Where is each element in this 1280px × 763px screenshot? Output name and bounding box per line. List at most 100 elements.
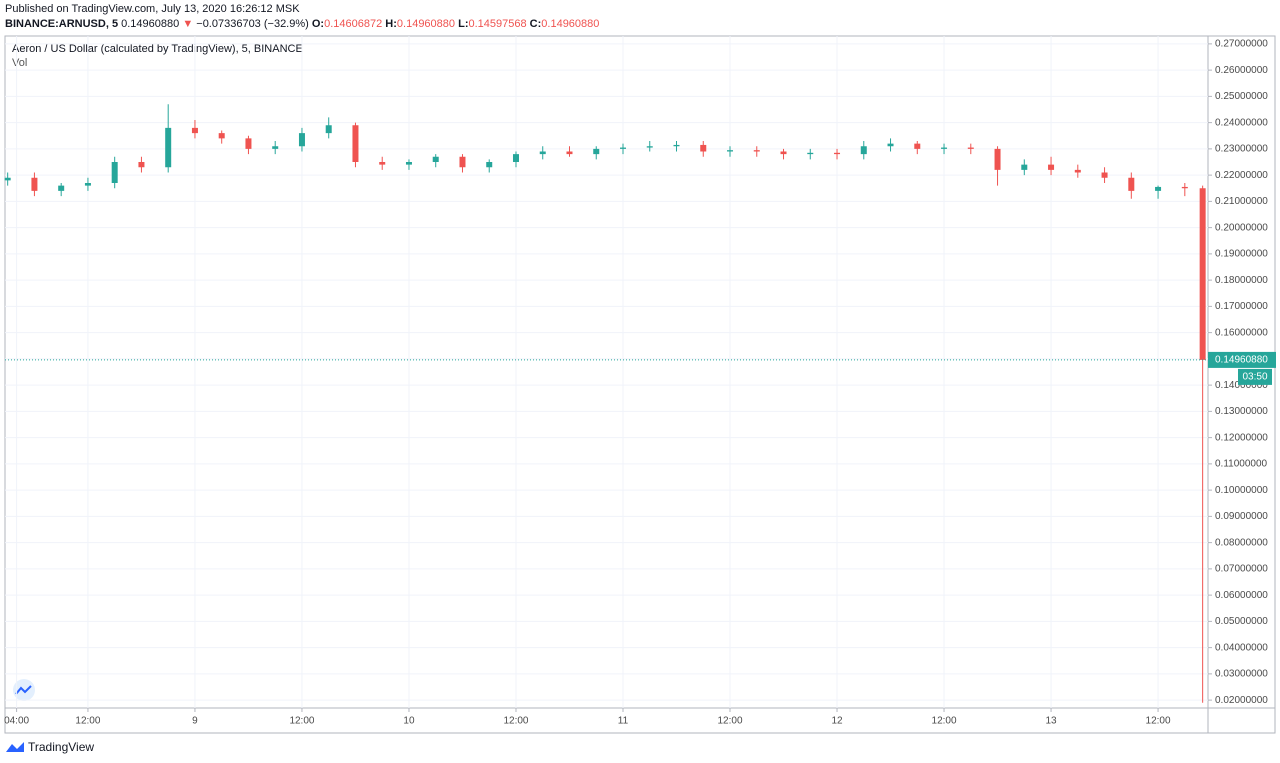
candle-body (700, 144, 707, 152)
candle-body (1074, 169, 1081, 173)
candle-body (566, 151, 573, 155)
candle-body (58, 185, 65, 191)
candle-body (1181, 186, 1188, 189)
candle-body (1101, 172, 1108, 178)
l-value: 0.14597568 (468, 18, 527, 30)
candle-body (459, 156, 466, 168)
candle-body (834, 152, 841, 155)
candle-body (860, 146, 867, 155)
candle-body (941, 147, 948, 149)
last-price-label: 0.14960880 (1215, 355, 1268, 366)
countdown: 03:50 (1242, 372, 1267, 383)
countdown-box (1238, 368, 1272, 385)
published: Published on TradingView.com, July 13, 2… (5, 3, 300, 15)
x-tick-label: 12:00 (717, 716, 742, 727)
candle-body (298, 133, 305, 147)
y-tick-label: 0.14000000 (1215, 380, 1268, 391)
y-tick-label: 0.03000000 (1215, 669, 1268, 680)
x-tick-label: 04:00 (4, 716, 29, 727)
candle-body (272, 146, 279, 149)
chart-title: Aeron / US Dollar (calculated by Trading… (12, 43, 303, 55)
frame (4, 35, 1276, 734)
candle-body (432, 156, 439, 162)
candle-body (379, 162, 386, 165)
symbol: BINANCE:ARNUSD, 5 (5, 18, 119, 30)
x-tick-label: 12:00 (1146, 716, 1171, 727)
o-label: O: (311, 18, 325, 30)
candle-body (1048, 164, 1055, 170)
x-tick-label: 13 (1045, 716, 1057, 727)
candle-body (994, 148, 1001, 170)
y-tick-label: 0.19000000 (1215, 249, 1268, 260)
x-tick-label: 11 (618, 716, 629, 727)
h-value: 0.14960880 (396, 18, 456, 30)
candle-body (1128, 177, 1135, 191)
y-tick-label: 0.07000000 (1215, 564, 1268, 575)
x-tick-label: 12:00 (503, 716, 528, 727)
candle-body (646, 146, 653, 148)
y-tick-label: 0.10000000 (1215, 485, 1268, 496)
candle-body (191, 127, 198, 134)
y-tick-label: 0.26000000 (1215, 65, 1268, 76)
logo-badge (13, 679, 35, 701)
y-tick-label: 0.16000000 (1215, 327, 1268, 338)
c-value: 0.14960880 (541, 18, 600, 30)
candle-body (405, 162, 412, 165)
candle-body (245, 138, 252, 149)
change: −0.07336703 (−32.9%) (196, 18, 309, 30)
candle-body (967, 147, 974, 149)
h-label: H: (385, 18, 397, 30)
candle-body (4, 177, 11, 181)
o-value: 0.14606872 (324, 18, 383, 30)
footer-logo (6, 742, 24, 752)
y-tick-label: 0.18000000 (1215, 275, 1268, 286)
footer-brand: TradingView (28, 740, 94, 754)
y-tick-label: 0.02000000 (1215, 695, 1268, 706)
candle-body (325, 125, 332, 134)
c-label: C: (529, 18, 542, 30)
x-tick-label: 12:00 (289, 716, 314, 727)
y-tick-label: 0.25000000 (1215, 91, 1268, 102)
x-tick-label: 12:00 (932, 716, 957, 727)
candle-body (780, 151, 787, 155)
vol-label: Vol (12, 57, 27, 69)
candle-body (512, 154, 519, 162)
y-tick-label: 0.12000000 (1215, 432, 1268, 443)
candle-body (673, 144, 680, 147)
candle-body (619, 147, 626, 149)
last-price-box (1208, 351, 1276, 368)
candle-body (887, 143, 894, 147)
candle-body (753, 150, 760, 152)
y-tick-label: 0.04000000 (1215, 642, 1268, 653)
symbol-line: BINANCE:ARNUSD, 5 0.14960880 ▼ −0.073367… (5, 18, 599, 30)
y-tick-label: 0.06000000 (1215, 590, 1268, 601)
x-tick-label: 12 (831, 716, 843, 727)
y-tick-label: 0.05000000 (1215, 616, 1268, 627)
candle-body (1199, 188, 1206, 360)
candle-body (914, 143, 921, 149)
candle-body (31, 177, 38, 191)
x-tick-label: 10 (403, 716, 415, 727)
candle-body (352, 125, 359, 162)
candle-body (138, 162, 145, 168)
y-tick-label: 0.13000000 (1215, 406, 1268, 417)
candle-body (593, 148, 600, 155)
candle-body (727, 150, 734, 152)
candle-body (1155, 186, 1162, 191)
y-tick-label: 0.11000000 (1215, 459, 1268, 470)
y-tick-label: 0.21000000 (1215, 196, 1268, 207)
price: 0.14960880 (121, 18, 180, 30)
y-tick-label: 0.27000000 (1215, 39, 1268, 50)
x-tick-label: 9 (192, 716, 198, 727)
candle-body (486, 162, 493, 168)
candle-body (807, 152, 814, 155)
y-tick-label: 0.17000000 (1215, 301, 1268, 312)
y-tick-label: 0.20000000 (1215, 222, 1268, 233)
y-tick-label: 0.08000000 (1215, 537, 1268, 548)
y-tick-label: 0.09000000 (1215, 511, 1268, 522)
candle-body (218, 133, 225, 139)
arrow: ▼ (182, 18, 194, 30)
l-label: L: (458, 18, 469, 30)
